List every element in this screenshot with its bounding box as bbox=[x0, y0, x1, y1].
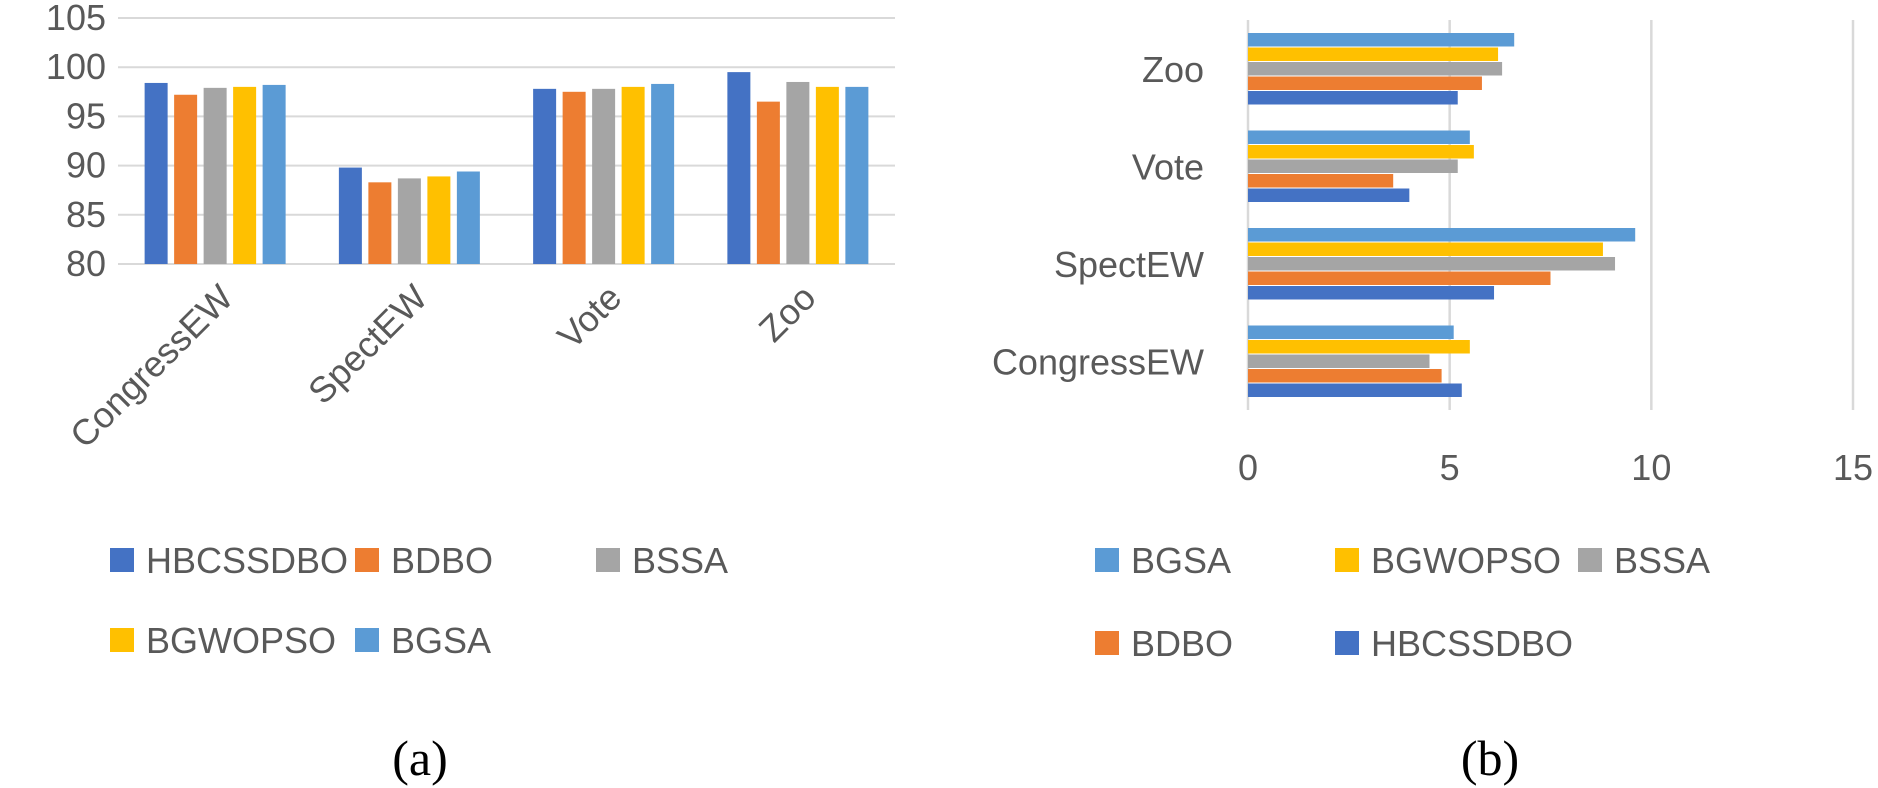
bar-bdbo-congressew bbox=[1248, 369, 1442, 383]
legend-swatch-bdbo bbox=[1095, 631, 1119, 655]
bar-bgwopso-congressew bbox=[233, 86, 257, 264]
bar-bgwopso-vote bbox=[621, 86, 645, 264]
caption-a: (a) bbox=[392, 730, 448, 786]
x-tick-label: Zoo bbox=[751, 277, 824, 350]
legend-swatch-bgsa bbox=[1095, 548, 1119, 572]
bar-hbcssdbo-congressew bbox=[1248, 383, 1462, 397]
bar-hbcssdbo-zoo bbox=[1248, 91, 1458, 105]
legend-label-bdbo: BDBO bbox=[391, 540, 493, 581]
bar-bgsa-zoo bbox=[1248, 33, 1515, 47]
bar-bgwopso-zoo bbox=[815, 86, 839, 264]
bar-hbcssdbo-spectew bbox=[338, 167, 362, 264]
x-tick-label: 10 bbox=[1631, 447, 1671, 488]
y-tick-label: 80 bbox=[66, 243, 106, 284]
x-tick-label: Vote bbox=[549, 277, 629, 357]
bar-bgwopso-congressew bbox=[1248, 340, 1470, 354]
bar-bgwopso-spectew bbox=[427, 176, 451, 264]
y-tick-label: 95 bbox=[66, 95, 106, 136]
chart-b-horizontal-bar-chart: 0 5 10 15 CongressEW SpectEW Vote Zoo BGSA BGWOPS… bbox=[992, 20, 1873, 664]
x-tick-label: 15 bbox=[1833, 447, 1873, 488]
y-tick-label: Vote bbox=[1132, 146, 1204, 187]
bar-bgsa-spectew bbox=[456, 171, 480, 264]
bar-bssa-vote bbox=[1248, 159, 1458, 173]
legend-label-bgwopso: BGWOPSO bbox=[1371, 540, 1561, 581]
y-tick-label: 105 bbox=[46, 0, 106, 38]
legend-swatch-hbcssdbo bbox=[1335, 631, 1359, 655]
legend-label-bdbo: BDBO bbox=[1131, 623, 1233, 664]
x-tick-label: CongressEW bbox=[62, 277, 241, 456]
y-tick-label: 90 bbox=[66, 145, 106, 186]
bar-bssa-vote bbox=[592, 88, 616, 265]
legend-swatch-bgsa bbox=[355, 628, 379, 652]
bar-bdbo-congressew bbox=[174, 94, 198, 264]
x-tick-label: SpectEW bbox=[300, 277, 435, 412]
legend-label-hbcssdbo: HBCSSDBO bbox=[1371, 623, 1573, 664]
legend-swatch-bssa bbox=[1578, 548, 1602, 572]
bar-bssa-spectew bbox=[1248, 257, 1616, 271]
bar-bssa-spectew bbox=[397, 178, 421, 264]
bar-hbcssdbo-spectew bbox=[1248, 286, 1495, 300]
bar-bssa-congressew bbox=[203, 87, 227, 264]
bar-bgsa-zoo bbox=[845, 86, 869, 264]
bar-bgsa-congressew bbox=[262, 84, 286, 264]
bar-bgsa-congressew bbox=[1248, 325, 1454, 339]
bar-bdbo-spectew bbox=[368, 182, 392, 264]
bar-bdbo-zoo bbox=[756, 101, 780, 264]
legend-swatch-bgwopso bbox=[1335, 548, 1359, 572]
bar-bgsa-vote bbox=[1248, 130, 1470, 144]
legend-label-hbcssdbo: HBCSSDBO bbox=[146, 540, 348, 581]
caption-b: (b) bbox=[1461, 730, 1519, 786]
bar-bgwopso-spectew bbox=[1248, 242, 1603, 256]
legend-swatch-bssa bbox=[596, 548, 620, 572]
y-tick-label: Zoo bbox=[1142, 49, 1204, 90]
legend-label-bssa: BSSA bbox=[1614, 540, 1710, 581]
legend-swatch-bdbo bbox=[355, 548, 379, 572]
legend-label-bgsa: BGSA bbox=[1131, 540, 1231, 581]
bar-hbcssdbo-vote bbox=[1248, 188, 1410, 202]
chart-a-bar-chart: 80 85 90 95 100 105 CongressEW SpectEW Vote Zoo HB… bbox=[46, 0, 895, 661]
y-tick-label: 85 bbox=[66, 194, 106, 235]
bar-hbcssdbo-congressew bbox=[144, 82, 168, 264]
bar-bdbo-zoo bbox=[1248, 76, 1482, 90]
y-tick-label: CongressEW bbox=[992, 341, 1204, 382]
y-tick-label: SpectEW bbox=[1054, 244, 1204, 285]
bar-bgsa-spectew bbox=[1248, 228, 1636, 242]
bar-hbcssdbo-zoo bbox=[727, 72, 751, 265]
legend-label-bgwopso: BGWOPSO bbox=[146, 620, 336, 661]
bar-bdbo-spectew bbox=[1248, 271, 1551, 285]
bar-bgwopso-zoo bbox=[1248, 47, 1499, 61]
y-tick-label: 100 bbox=[46, 46, 106, 87]
x-tick-label: 5 bbox=[1440, 447, 1460, 488]
bar-bssa-zoo bbox=[786, 81, 810, 265]
bar-bdbo-vote bbox=[1248, 174, 1394, 188]
legend-swatch-bgwopso bbox=[110, 628, 134, 652]
legend-label-bgsa: BGSA bbox=[391, 620, 491, 661]
bar-bdbo-vote bbox=[562, 91, 586, 264]
bar-bssa-congressew bbox=[1248, 354, 1430, 368]
legend-swatch-hbcssdbo bbox=[110, 548, 134, 572]
legend-label-bssa: BSSA bbox=[632, 540, 728, 581]
bar-bgwopso-vote bbox=[1248, 145, 1474, 159]
bar-bssa-zoo bbox=[1248, 62, 1503, 76]
bar-bgsa-vote bbox=[651, 83, 675, 264]
x-tick-label: 0 bbox=[1238, 447, 1258, 488]
bar-hbcssdbo-vote bbox=[533, 88, 557, 265]
